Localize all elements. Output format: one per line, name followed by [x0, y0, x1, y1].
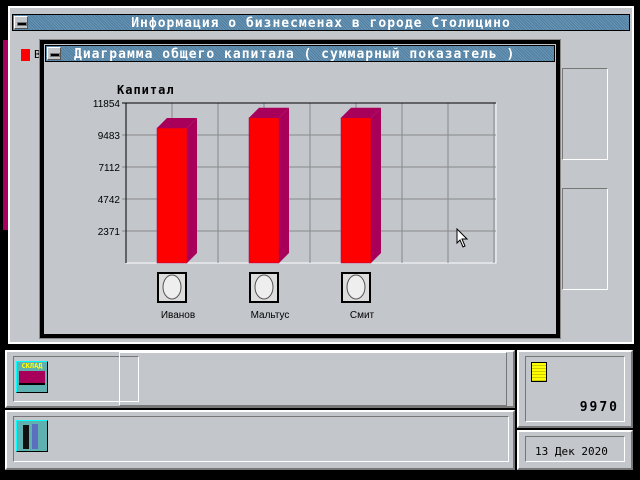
businessmen-icon[interactable]	[16, 420, 48, 452]
face-portrait-icon	[162, 274, 182, 300]
money-panel: 9970	[517, 350, 633, 428]
y-tick-label: 2371	[98, 227, 121, 238]
chart-window-title-bar[interactable]: Диаграмма общего капитала ( суммарный по…	[45, 45, 555, 62]
date-value: 13 Дек 2020	[535, 445, 608, 458]
bar-top	[249, 107, 289, 118]
bar-3	[340, 117, 372, 264]
y-tick-label: 4742	[98, 195, 121, 206]
x-category-label: Мальтус	[251, 310, 290, 321]
mouse-cursor-icon	[456, 227, 469, 252]
coins-icon	[531, 362, 547, 382]
face-portrait-icon	[346, 274, 366, 300]
bar-chart: 2371 4742 7112 9483 11854 Иванов Мальтус Смит	[93, 99, 497, 321]
main-window-title: Информация о бизнесменах в городе Столиц…	[131, 16, 511, 31]
bar-side	[187, 118, 197, 263]
y-tick-label: 9483	[98, 131, 121, 142]
bar-top	[341, 107, 381, 118]
bar-side	[371, 107, 381, 263]
money-value: 9970	[579, 400, 619, 415]
bar-side	[279, 107, 289, 263]
businessmen-panel	[5, 410, 515, 470]
date-panel: 13 Дек 2020	[517, 430, 633, 470]
bar-1	[156, 127, 188, 264]
bar-top	[157, 118, 197, 129]
x-category-label: Иванов	[161, 310, 195, 321]
main-window-title-bar[interactable]: Информация о бизнесменах в городе Столиц…	[12, 14, 630, 31]
main-window-menu-button[interactable]	[14, 16, 28, 29]
side-panel-2	[562, 188, 608, 290]
y-tick-label: 7112	[98, 163, 120, 174]
warehouse-panel: СКЛАД	[5, 350, 515, 408]
chart-window-menu-button[interactable]	[47, 47, 61, 60]
side-panel-1	[562, 68, 608, 160]
y-tick-label: 11854	[93, 99, 121, 110]
background-strip	[3, 40, 8, 230]
warehouse-icon[interactable]: СКЛАД	[16, 361, 48, 393]
bar-2	[248, 117, 280, 264]
face-portrait-icon	[254, 274, 274, 300]
legend-square-icon	[21, 49, 30, 61]
chart-window: Диаграмма общего капитала ( суммарный по…	[39, 39, 561, 339]
chart-title: Капитал	[117, 83, 175, 97]
x-category-label: Смит	[350, 310, 375, 321]
partial-label: В	[34, 48, 41, 61]
chart-window-title: Диаграмма общего капитала ( суммарный по…	[74, 47, 516, 62]
